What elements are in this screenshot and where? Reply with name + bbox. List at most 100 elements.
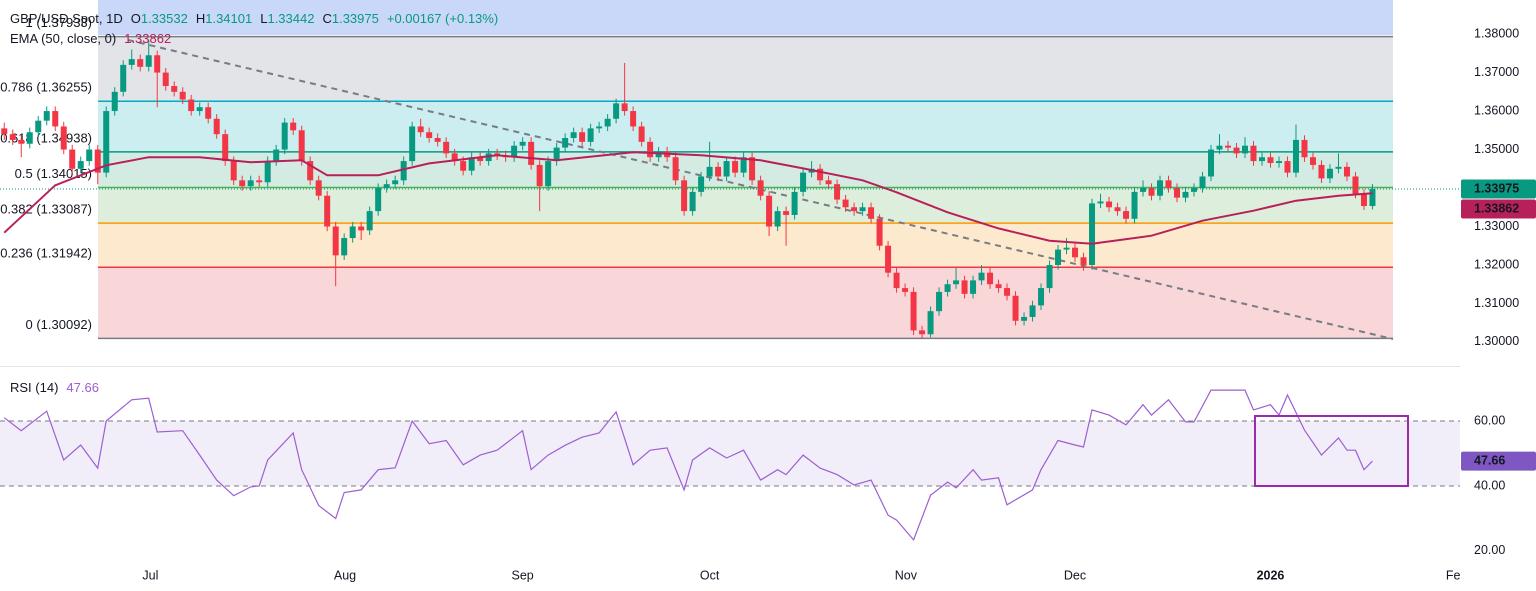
legend-value: 1.34101	[205, 11, 252, 26]
candle-body	[1284, 161, 1291, 173]
fib-label: 0.382 (1.33087)	[0, 202, 92, 217]
candle-body	[885, 245, 892, 273]
candle-body	[1021, 316, 1028, 321]
candle-body	[18, 139, 25, 144]
candle-body	[205, 107, 212, 119]
candle-body	[434, 137, 441, 142]
candle-body	[987, 272, 994, 285]
x-tick-label: Dec	[1064, 568, 1086, 582]
candle-body	[417, 126, 424, 133]
fib-band	[98, 101, 1393, 152]
candle-body	[315, 180, 322, 196]
candle-body	[77, 161, 84, 169]
candle-body	[1233, 147, 1240, 154]
candle-body	[791, 191, 798, 215]
fib-top-band	[98, 0, 1393, 35]
candle-body	[1318, 164, 1325, 179]
rsi-name: RSI (14)	[10, 380, 58, 395]
candle-body	[128, 59, 135, 65]
candle-body	[681, 180, 688, 212]
candle-body	[927, 311, 934, 335]
candle-body	[1216, 145, 1223, 150]
fib-label: 1 (1.37933)	[26, 15, 93, 30]
candle-body	[970, 280, 977, 294]
candle-body	[766, 195, 773, 227]
candle-body	[1131, 191, 1138, 219]
candle-body	[978, 272, 985, 281]
rsi-band	[0, 420, 1460, 486]
candle-body	[188, 99, 195, 112]
candle-body	[1165, 180, 1172, 189]
rsi-legend: RSI (14) 47.66	[10, 380, 99, 395]
candle-body	[579, 132, 586, 142]
candle-body	[689, 191, 696, 212]
rsi-box	[1254, 415, 1409, 487]
legend-key: C	[322, 11, 331, 26]
symbol: GBP/USD Spot, 1D	[10, 11, 123, 26]
legend-key: O	[131, 11, 141, 26]
candle-body	[1063, 247, 1070, 250]
rsi-tick-label: 60.00	[1474, 413, 1505, 427]
candle-body	[536, 164, 543, 187]
candle-body	[919, 330, 926, 335]
candle-body	[749, 157, 756, 181]
fib-band	[98, 187, 1393, 224]
candle-body	[647, 141, 654, 158]
rsi-value: 47.66	[66, 380, 99, 395]
ema-value: 1.33862	[124, 31, 171, 46]
candle-body	[1292, 139, 1299, 173]
x-tick-label: Fe	[1446, 568, 1461, 582]
y-tick-label: 1.37000	[1474, 65, 1519, 79]
candle-body	[859, 207, 866, 212]
candle-body	[366, 211, 373, 231]
ema-legend: EMA (50, close, 0) 1.33862	[10, 31, 171, 46]
candle-body	[587, 128, 594, 142]
legend-change: +0.00167 (+0.13%)	[387, 11, 498, 26]
candle-body	[851, 207, 858, 212]
candle-body	[825, 180, 832, 185]
candle-body	[1224, 145, 1231, 148]
candle-body	[1, 128, 8, 135]
candle-body	[1335, 166, 1342, 169]
candle-body	[1208, 149, 1215, 177]
candle-body	[511, 145, 518, 158]
candle-body	[460, 161, 467, 171]
ema-name: EMA (50, close, 0)	[10, 31, 116, 46]
candle-body	[1038, 288, 1045, 306]
candle-body	[1055, 249, 1062, 265]
legend-value: 1.33975	[332, 11, 379, 26]
candle-body	[1029, 305, 1036, 317]
price-badge-label: 1.33975	[1474, 181, 1519, 195]
candle-body	[936, 291, 943, 312]
candle-body	[621, 103, 628, 112]
candle-body	[800, 172, 807, 192]
candle-body	[834, 184, 841, 200]
candle-body	[740, 157, 747, 173]
candle-body	[638, 126, 645, 142]
candle-body	[1352, 176, 1359, 194]
candle-body	[1360, 193, 1367, 207]
candle-body	[995, 284, 1002, 289]
y-tick-label: 1.38000	[1474, 26, 1519, 40]
candle-body	[902, 288, 909, 292]
candle-body	[332, 226, 339, 256]
candle-body	[400, 161, 407, 181]
candle-body	[723, 161, 730, 177]
candle-body	[1140, 188, 1147, 192]
candle-body	[893, 272, 900, 289]
candle-body	[868, 207, 875, 219]
candle-body	[392, 180, 399, 185]
rsi-layer	[0, 389, 1460, 542]
candle-body	[86, 149, 93, 162]
candle-body	[1089, 203, 1096, 265]
candle-body	[307, 161, 314, 181]
price-badge	[1461, 179, 1536, 199]
y-tick-label: 1.32000	[1474, 257, 1519, 271]
candle-body	[961, 280, 968, 294]
candle-body	[341, 238, 348, 256]
candle-body	[528, 141, 535, 165]
fib-label: 0 (1.30092)	[26, 317, 93, 332]
candle-body	[1267, 157, 1274, 164]
fib-band	[98, 223, 1393, 268]
candle-body	[570, 132, 577, 138]
